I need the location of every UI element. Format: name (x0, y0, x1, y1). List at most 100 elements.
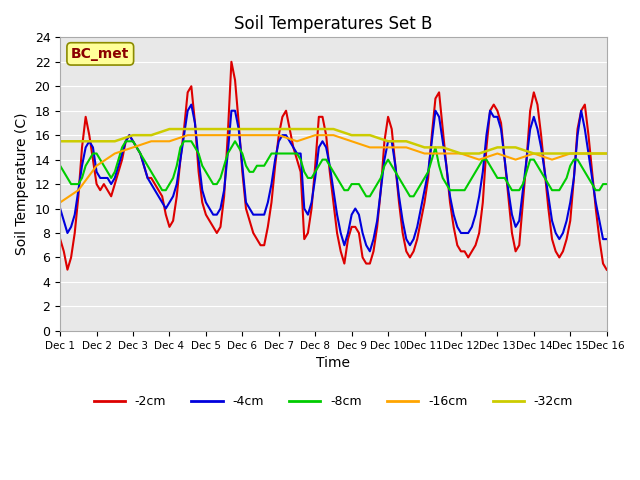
-8cm (599, 181, 607, 187)
-2cm (63, 267, 71, 273)
-16cm (457, 151, 465, 156)
-32cm (476, 151, 483, 156)
Legend: -2cm, -4cm, -8cm, -16cm, -32cm: -2cm, -4cm, -8cm, -16cm, -32cm (88, 390, 578, 413)
-32cm (257, 126, 264, 132)
-32cm (348, 132, 355, 138)
-16cm (275, 132, 283, 138)
-32cm (220, 126, 228, 132)
-16cm (584, 151, 592, 156)
-16cm (512, 157, 520, 163)
-32cm (530, 151, 538, 156)
-8cm (122, 138, 129, 144)
-32cm (384, 138, 392, 144)
-32cm (403, 138, 410, 144)
-4cm (446, 193, 454, 199)
-4cm (188, 102, 195, 108)
-8cm (395, 175, 403, 181)
-2cm (228, 59, 236, 65)
-16cm (257, 132, 264, 138)
-32cm (420, 144, 428, 150)
-32cm (129, 132, 137, 138)
-32cm (366, 132, 374, 138)
-16cm (439, 151, 447, 156)
-16cm (184, 132, 191, 138)
-2cm (446, 200, 454, 205)
-32cm (457, 151, 465, 156)
-16cm (403, 144, 410, 150)
-16cm (330, 132, 337, 138)
-32cm (93, 138, 100, 144)
-2cm (410, 249, 417, 254)
-4cm (326, 163, 333, 168)
Y-axis label: Soil Temperature (C): Soil Temperature (C) (15, 113, 29, 255)
-16cm (220, 132, 228, 138)
-16cm (111, 151, 118, 156)
-32cm (293, 126, 301, 132)
-4cm (253, 212, 260, 217)
-32cm (239, 126, 246, 132)
-16cm (293, 138, 301, 144)
-4cm (395, 193, 403, 199)
-32cm (275, 126, 283, 132)
-8cm (362, 193, 370, 199)
Line: -2cm: -2cm (60, 62, 607, 270)
-16cm (493, 151, 501, 156)
-8cm (253, 163, 260, 168)
-2cm (599, 261, 607, 266)
-8cm (446, 187, 454, 193)
-32cm (584, 151, 592, 156)
-8cm (603, 181, 611, 187)
-8cm (326, 163, 333, 168)
-32cm (566, 151, 574, 156)
-32cm (493, 144, 501, 150)
-16cm (366, 144, 374, 150)
-16cm (603, 151, 611, 156)
-32cm (439, 144, 447, 150)
Title: Soil Temperatures Set B: Soil Temperatures Set B (234, 15, 433, 33)
Line: -4cm: -4cm (60, 105, 607, 252)
-32cm (603, 151, 611, 156)
-2cm (395, 200, 403, 205)
-32cm (330, 126, 337, 132)
-32cm (312, 126, 319, 132)
-4cm (599, 236, 607, 242)
-8cm (56, 163, 64, 168)
-32cm (56, 138, 64, 144)
Line: -8cm: -8cm (60, 141, 607, 196)
-4cm (603, 236, 611, 242)
-16cm (147, 138, 155, 144)
-16cm (166, 138, 173, 144)
-16cm (476, 157, 483, 163)
-4cm (56, 205, 64, 211)
-16cm (56, 200, 64, 205)
-16cm (129, 144, 137, 150)
-32cm (111, 138, 118, 144)
-2cm (330, 200, 337, 205)
-4cm (410, 236, 417, 242)
-2cm (56, 236, 64, 242)
-32cm (202, 126, 210, 132)
-32cm (184, 126, 191, 132)
Text: BC_met: BC_met (71, 47, 129, 61)
-16cm (348, 138, 355, 144)
-16cm (239, 132, 246, 138)
-32cm (74, 138, 82, 144)
-16cm (74, 187, 82, 193)
X-axis label: Time: Time (316, 356, 351, 370)
-32cm (147, 132, 155, 138)
-32cm (166, 126, 173, 132)
-2cm (603, 267, 611, 273)
-2cm (257, 242, 264, 248)
-16cm (384, 144, 392, 150)
-16cm (420, 151, 428, 156)
-16cm (530, 151, 538, 156)
-16cm (566, 151, 574, 156)
-16cm (312, 132, 319, 138)
-8cm (410, 193, 417, 199)
Line: -16cm: -16cm (60, 135, 607, 203)
-16cm (93, 163, 100, 168)
Line: -32cm: -32cm (60, 129, 607, 154)
-32cm (548, 151, 556, 156)
-16cm (202, 132, 210, 138)
-32cm (512, 144, 520, 150)
